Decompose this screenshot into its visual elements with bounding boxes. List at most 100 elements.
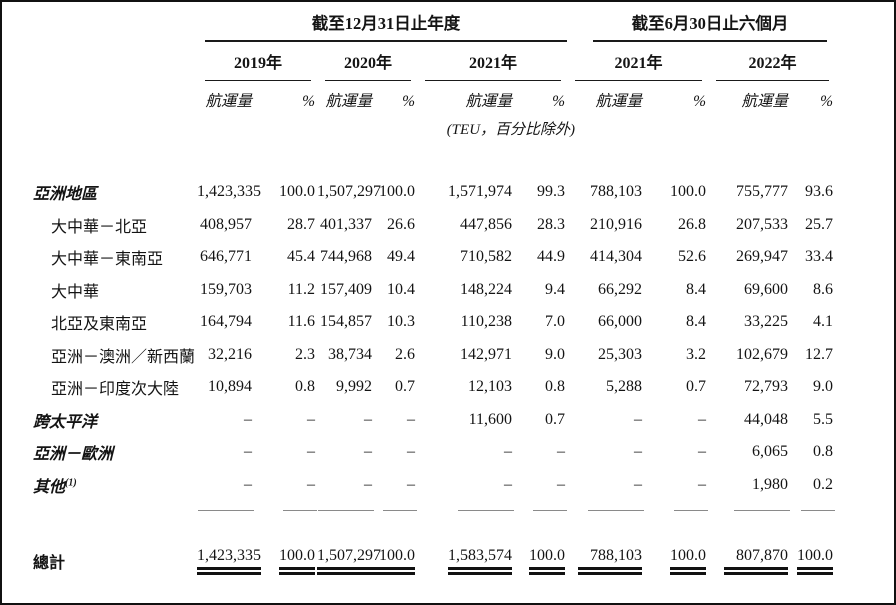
cell-volume: – [634, 475, 643, 493]
cell-percent: 49.4 [387, 248, 415, 266]
cell-volume: 1,571,974 [448, 183, 512, 201]
year-2021-interim: 2021年 [567, 42, 708, 81]
percent-header: % [552, 93, 566, 110]
total-cell-volume: 1,507,297 [317, 541, 381, 581]
row-label: 北亞及東南亞 [51, 316, 148, 334]
cell-percent: – [557, 475, 566, 493]
cell-percent: 3.2 [686, 345, 707, 363]
cell-percent: 33.4 [805, 248, 834, 266]
footnote-marker: (1) [65, 477, 77, 489]
total-cell-volume: 807,870 [708, 541, 790, 581]
year-2022-interim: 2022年 [708, 42, 835, 81]
cell-percent: 28.7 [287, 215, 315, 233]
table-row: 其他(1) – – – – – – – – 1,980 0.2 [30, 469, 835, 502]
percent-header: % [820, 93, 834, 110]
cell-percent: – [307, 410, 315, 428]
column-rule [734, 510, 791, 511]
row-label: 亞洲－澳洲／新西蘭 [51, 348, 196, 366]
cell-volume: 408,957 [200, 215, 252, 233]
shipping-volume-table: 截至12月31日止年度 截至6月30日止六個月 2019年 2020年 2021… [30, 8, 836, 581]
column-rule [283, 510, 317, 511]
group-title: 截至12月31日止年度 [205, 8, 568, 42]
percent-header: % [693, 93, 707, 110]
cell-volume: – [634, 443, 643, 461]
cell-volume: 102,679 [736, 345, 789, 363]
cell-volume: 164,794 [200, 313, 252, 331]
cell-percent: – [698, 443, 707, 461]
cell-volume: 44,048 [744, 410, 789, 428]
cell-volume: – [244, 443, 252, 461]
row-label: 大中華－北亞 [51, 218, 148, 236]
table-row: 大中華－東南亞 646,771 45.4 744,968 49.4 710,582 44.9… [30, 241, 835, 274]
cell-percent: 93.6 [805, 183, 834, 201]
total-row: 總計 1,423,335 100.0 1,507,297 100.0 1,583,574 1… [30, 541, 835, 581]
cell-volume: 414,304 [590, 248, 643, 266]
cell-percent: – [407, 443, 415, 461]
cell-percent: 8.4 [686, 313, 707, 331]
cell-volume: 38,734 [328, 345, 372, 363]
cell-percent: 2.3 [295, 345, 315, 363]
cell-percent: 100.0 [379, 183, 415, 201]
cell-volume: – [244, 475, 252, 493]
table-row: 亞洲地區 1,423,335 100.0 1,507,297 100.0 1,571,97… [30, 176, 835, 209]
total-value: 807,870 [724, 547, 789, 575]
cell-volume: 66,292 [598, 280, 643, 298]
total-label: 總計 [33, 555, 66, 572]
year-header-row: 2019年 2020年 2021年 2021年 2022年 [30, 42, 835, 81]
total-value: 100.0 [797, 547, 834, 575]
total-cell-volume: 1,583,574 [417, 541, 514, 581]
total-value: 1,583,574 [448, 547, 512, 575]
cell-volume: 72,793 [744, 378, 789, 396]
volume-header: 航運量 [325, 93, 372, 110]
cell-volume: 788,103 [590, 183, 643, 201]
column-rule [318, 510, 374, 511]
cell-volume: 10,894 [208, 378, 252, 396]
percent-header: % [402, 93, 415, 110]
table-row: 亞洲－印度次大陸 10,894 0.8 9,992 0.7 12,103 0.8 5,288 0… [30, 371, 835, 404]
cell-volume: – [634, 410, 643, 428]
row-label: 亞洲－歐洲 [33, 446, 114, 464]
row-label: 大中華－東南亞 [51, 251, 164, 269]
cell-volume: 646,771 [200, 248, 252, 266]
cell-percent: 11.6 [287, 313, 315, 331]
row-label: 其他(1) [33, 477, 77, 496]
percent-header: % [302, 93, 315, 110]
cell-percent: 12.7 [805, 345, 834, 363]
cell-percent: 0.2 [813, 475, 834, 493]
corner-cell [30, 8, 197, 42]
column-rule [674, 510, 709, 511]
table-row: 大中華 159,703 11.2 157,409 10.4 148,224 9.4 66,29… [30, 274, 835, 307]
table-row: 大中華－北亞 408,957 28.7 401,337 26.6 447,856 28.3 2… [30, 209, 835, 242]
cell-percent: 8.4 [686, 280, 707, 298]
cell-percent: 99.3 [537, 183, 566, 201]
cell-percent: 44.9 [537, 248, 566, 266]
total-cell-volume: 788,103 [567, 541, 644, 581]
total-cell-percent: 100.0 [644, 541, 708, 581]
cell-volume: – [504, 443, 512, 461]
cell-percent: 7.0 [545, 313, 566, 331]
spacer [30, 511, 835, 541]
cell-volume: 710,582 [460, 248, 512, 266]
cell-volume: 25,303 [598, 345, 643, 363]
cell-percent: 0.8 [295, 378, 315, 396]
cell-percent: – [407, 410, 415, 428]
cell-volume: 154,857 [320, 313, 372, 331]
cell-percent: 9.0 [813, 378, 834, 396]
row-label: 跨太平洋 [33, 413, 98, 431]
column-rule [533, 510, 568, 511]
spacer [30, 140, 835, 176]
total-cell-volume: 1,423,335 [197, 541, 261, 581]
cell-volume: 210,916 [590, 215, 643, 233]
cell-volume: 159,703 [200, 280, 252, 298]
cell-percent: – [698, 475, 707, 493]
cell-percent: – [557, 443, 566, 461]
cell-volume: 207,533 [736, 215, 789, 233]
table-row: 亞洲－澳洲／新西蘭 32,216 2.3 38,734 2.6 142,971 9.0 25,… [30, 339, 835, 372]
unit-note-row: (TEU，百分比除外) [30, 112, 835, 140]
cell-volume: 447,856 [460, 215, 512, 233]
cell-volume: 744,968 [320, 248, 372, 266]
cell-percent: 9.0 [545, 345, 566, 363]
subtotal-rule-row [30, 501, 836, 511]
cell-percent: 52.6 [678, 248, 707, 266]
